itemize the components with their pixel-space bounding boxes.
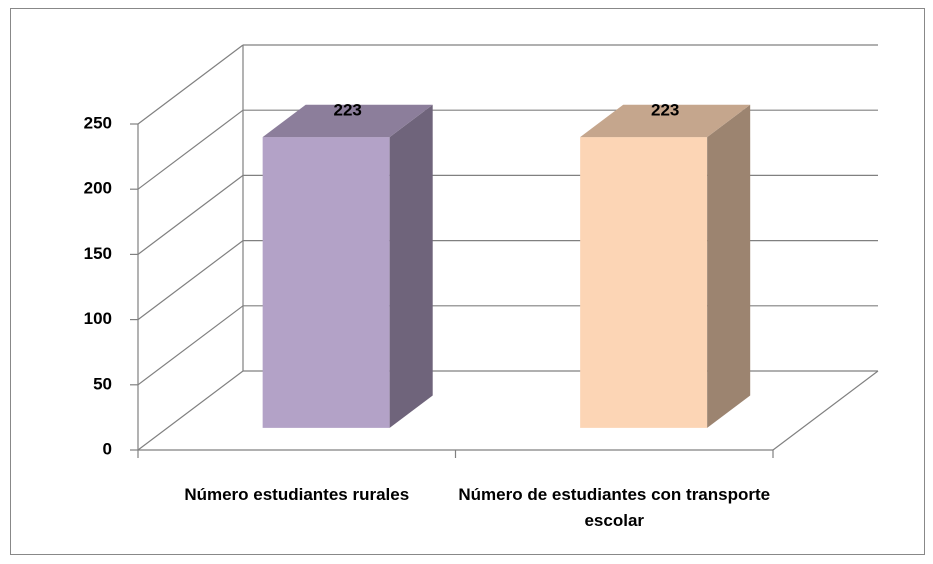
data-label: 223 <box>333 100 361 119</box>
floor-right <box>772 370 879 451</box>
y-tick-label: 50 <box>93 374 112 393</box>
grid-line <box>137 240 244 321</box>
bar-top <box>580 104 751 138</box>
chart-border <box>10 8 925 555</box>
y-tick-label: 200 <box>84 179 112 198</box>
bar-front <box>262 137 390 428</box>
bar-side <box>389 104 433 428</box>
grid-line <box>137 370 244 451</box>
bar-front <box>580 137 708 428</box>
grid-line <box>137 109 244 190</box>
grid-line <box>137 44 244 125</box>
x-tick-label: Número estudiantes rurales <box>184 485 410 504</box>
y-tick-label: 250 <box>84 113 112 132</box>
x-tick-label: Número de estudiantes con transporte esc… <box>458 485 771 530</box>
y-tick-label: 0 <box>103 439 112 458</box>
data-label: 223 <box>651 100 679 119</box>
y-tick-label: 100 <box>84 309 112 328</box>
grid-line <box>137 174 244 255</box>
y-tick-label: 150 <box>84 244 112 263</box>
grid-line <box>137 305 244 386</box>
bar-side <box>707 104 751 428</box>
bar-top <box>262 104 433 138</box>
